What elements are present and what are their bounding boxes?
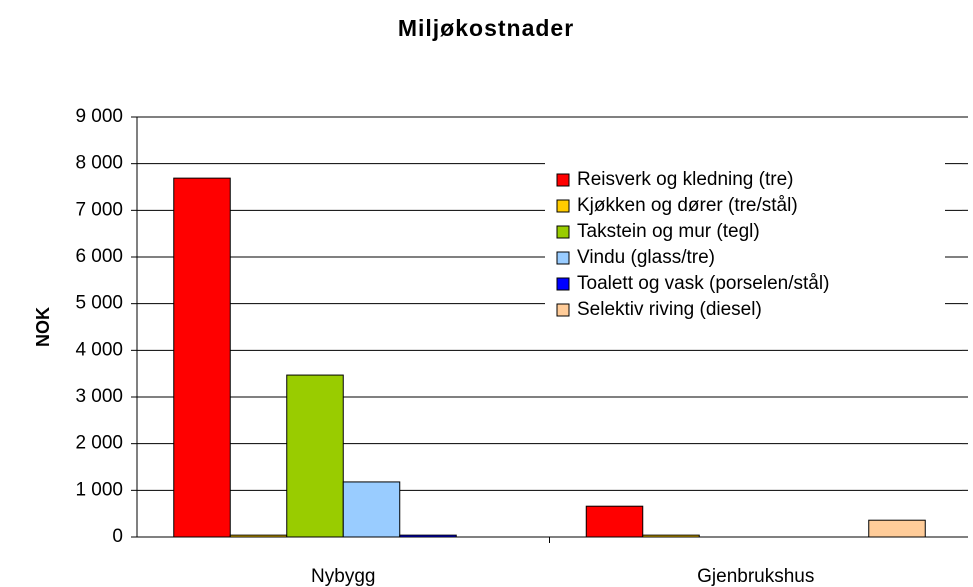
y-tick-label: 0 [112,526,123,547]
legend-label: Takstein og mur (tegl) [577,221,760,242]
legend-swatch [556,277,570,291]
legend-label: Reisverk og kledning (tre) [577,169,793,190]
y-tick-label: 8 000 [75,153,123,174]
legend-swatch [556,251,570,265]
x-tick-label: Nybygg [311,566,375,587]
y-tick-label: 3 000 [75,386,123,407]
y-tick-label: 7 000 [75,199,123,220]
legend-label: Vindu (glass/tre) [577,247,715,268]
legend-label: Selektiv riving (diesel) [577,299,762,320]
bar [286,374,344,538]
chart-title: Miljøkostnader [398,15,574,41]
y-tick-label: 1 000 [75,479,123,500]
y-tick-label: 2 000 [75,433,123,454]
legend-label: Toalett og vask (porselen/stål) [577,273,829,294]
legend-swatch [556,199,570,213]
legend-label: Kjøkken og dører (tre/stål) [577,195,798,216]
bar [868,519,926,538]
y-tick-label: 9 000 [75,106,123,127]
legend-swatch [556,225,570,239]
bar [342,481,401,538]
y-axis-label: NOK [33,307,53,347]
bar [173,177,231,538]
y-tick-label: 5 000 [75,293,123,314]
bar [585,505,644,538]
x-tick-label: Gjenbrukshus [697,566,814,587]
legend-swatch [556,173,570,187]
legend-swatch [556,303,570,317]
y-tick-label: 6 000 [75,246,123,267]
y-tick-label: 4 000 [75,339,123,360]
legend-box [545,160,945,330]
